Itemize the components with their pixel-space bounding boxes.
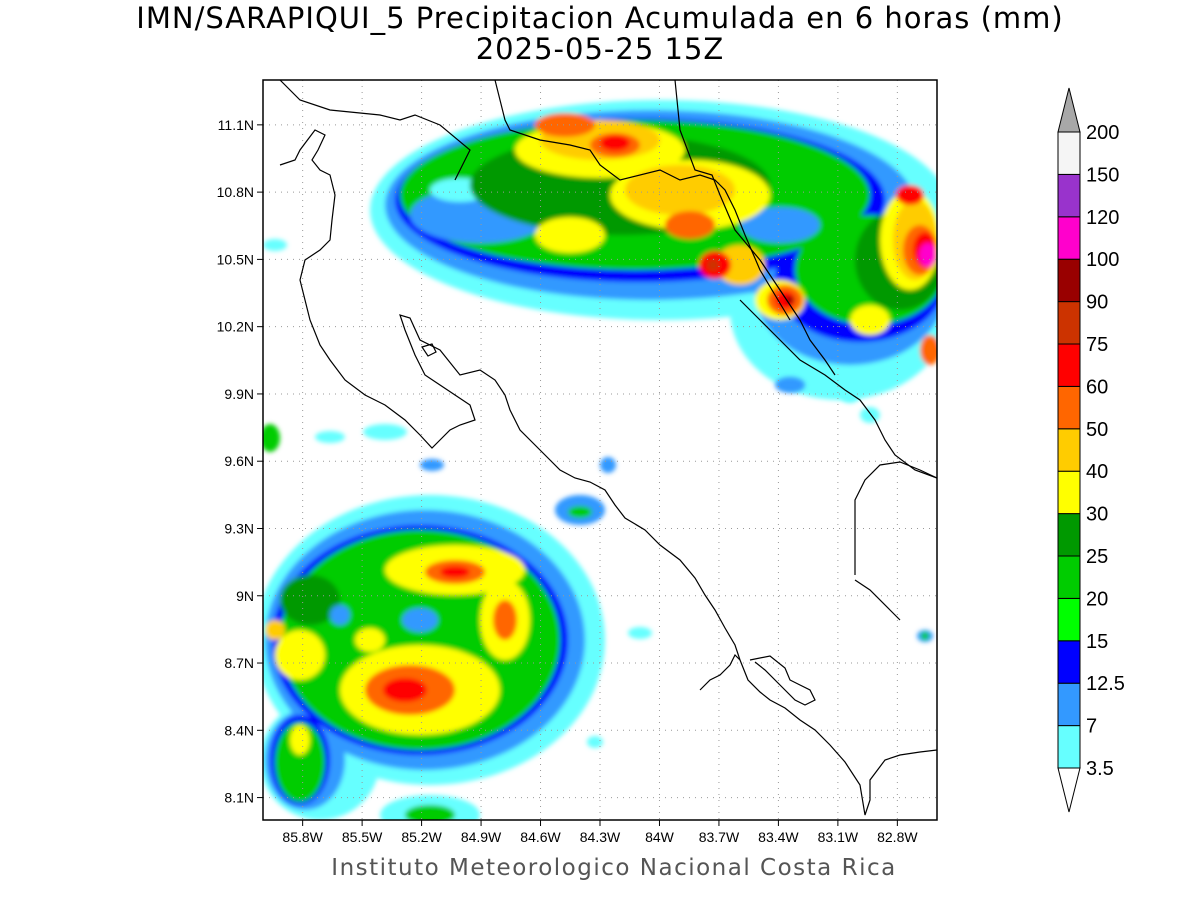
- colorbar-level-label: 12.5: [1086, 673, 1125, 695]
- lat-tick-label: 8.1N: [224, 790, 254, 806]
- lat-tick-label: 9N: [236, 588, 254, 604]
- nicaragua-border: [494, 80, 791, 321]
- coastline-layer: [279, 80, 937, 816]
- lon-tick-label: 84.9W: [461, 829, 502, 845]
- lon-tick-label: 84W: [645, 829, 675, 845]
- osa-coast: [699, 653, 741, 691]
- panama-coast: [854, 461, 937, 621]
- colorbar-level-label: 90: [1086, 292, 1108, 314]
- lon-tick-label: 85.5W: [342, 829, 383, 845]
- lat-tick-label: 10.5N: [217, 251, 254, 267]
- lon-tick-label: 84.3W: [580, 829, 621, 845]
- colorbar-swatch: [1057, 216, 1081, 260]
- lat-tick-label: 8.7N: [224, 655, 254, 671]
- colorbar-level-label: 100: [1086, 249, 1119, 271]
- colorbar-swatch: [1057, 428, 1081, 472]
- colorbar-swatch: [1057, 555, 1081, 599]
- colorbar-level-label: 150: [1086, 164, 1119, 186]
- colorbar-over-arrow: [1057, 87, 1081, 133]
- pacific-coastline: [279, 80, 937, 816]
- map-title: IMN/SARAPIQUI_5 Precipitacion Acumulada …: [136, 1, 1064, 35]
- lon-tick-label: 83.4W: [758, 829, 799, 845]
- lat-tick-label: 9.3N: [224, 520, 254, 536]
- institution-credit: Instituto Meteorologico Nacional Costa R…: [331, 855, 897, 881]
- lon-tick-label: 84.6W: [520, 829, 561, 845]
- lat-tick-label: 10.2N: [217, 319, 254, 335]
- colorbar-swatch: [1057, 173, 1081, 218]
- colorbar-swatch: [1057, 131, 1081, 175]
- lon-tick-label: 82.8W: [877, 829, 918, 845]
- lat-tick-label: 9.9N: [224, 386, 254, 402]
- colorbar-level-label: 200: [1086, 122, 1119, 144]
- rain-band-south: [263, 495, 605, 820]
- colorbar-level-label: 15: [1086, 631, 1108, 653]
- precipitation-field: [263, 100, 937, 820]
- colorbar-swatch: [1057, 725, 1081, 769]
- graticule: [263, 80, 937, 820]
- colorbar-level-label: 3.5: [1086, 758, 1114, 780]
- colorbar-level-label: 120: [1086, 207, 1119, 229]
- lon-tick-label: 83.7W: [699, 829, 740, 845]
- colorbar-level-label: 60: [1086, 376, 1108, 398]
- colorbar-swatch: [1057, 682, 1081, 727]
- colorbar-swatch: [1057, 597, 1081, 642]
- nicoya-gulf-island: [421, 343, 437, 357]
- lon-tick-label: 85.8W: [282, 829, 323, 845]
- colorbar-under-arrow: [1057, 767, 1081, 813]
- colorbar-level-label: 40: [1086, 461, 1108, 483]
- colorbar-swatch: [1057, 640, 1081, 684]
- colorbar-swatch: [1057, 385, 1081, 430]
- colorbar-level-label: 25: [1086, 546, 1108, 568]
- colorbar-level-label: 7: [1086, 716, 1097, 738]
- lat-tick-label: 10.8N: [217, 184, 254, 200]
- lat-tick-label: 8.4N: [224, 722, 254, 738]
- lat-tick-label: 11.1N: [218, 117, 254, 133]
- scattered-cells: [263, 239, 933, 748]
- colorbar-swatch: [1057, 513, 1081, 557]
- colorbar-level-label: 20: [1086, 588, 1108, 610]
- lat-tick-label: 9.6N: [224, 453, 254, 469]
- colorbar-swatch: [1057, 470, 1081, 515]
- colorbar-level-label: 30: [1086, 504, 1108, 526]
- lon-tick-label: 85.2W: [401, 829, 442, 845]
- map-valid-time: 2025-05-25 15Z: [475, 32, 725, 66]
- panama-border: [674, 80, 836, 376]
- caribbean-coastline: [739, 299, 937, 479]
- colorbar-swatch: [1057, 301, 1081, 345]
- lon-tick-label: 83.1W: [818, 829, 859, 845]
- colorbar: 3.5 7 12.5 15 20 25 30 40 50 60 75 90 100 120 150 200: [1057, 87, 1125, 813]
- colorbar-swatch: [1057, 258, 1081, 303]
- golfo-dulce-coast: [749, 655, 816, 706]
- rain-band-north: [370, 100, 937, 400]
- colorbar-swatch: [1057, 343, 1081, 387]
- map-axes: 85.8W 85.5W 85.2W 84.9W 84.6W 84.3W 84W 83.7W 83…: [217, 117, 919, 845]
- colorbar-level-label: 50: [1086, 419, 1108, 441]
- colorbar-level-label: 75: [1086, 334, 1108, 356]
